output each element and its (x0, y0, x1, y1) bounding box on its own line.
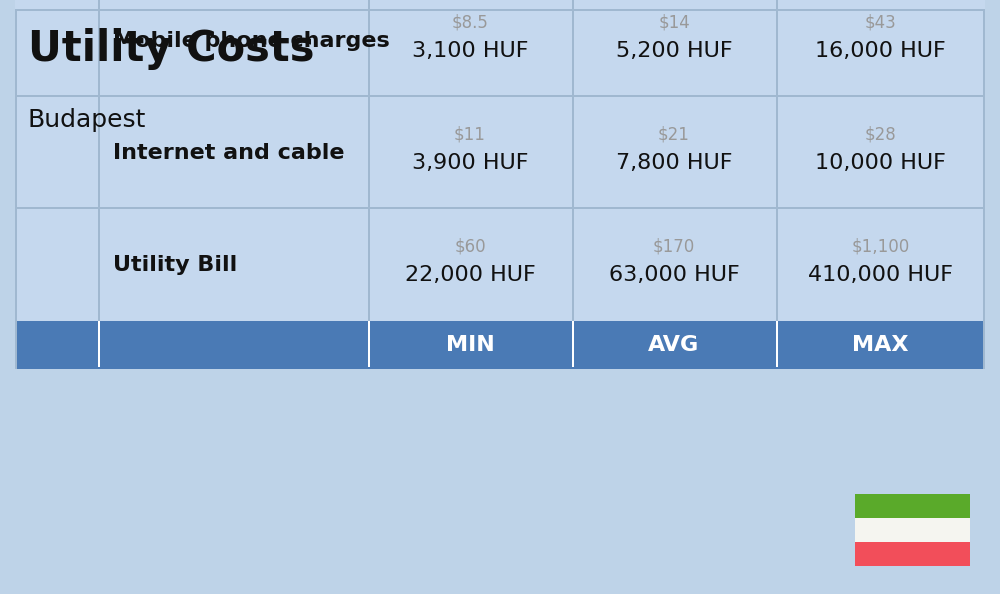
FancyBboxPatch shape (368, 0, 370, 97)
FancyBboxPatch shape (368, 321, 370, 369)
Text: 5,200 HUF: 5,200 HUF (616, 41, 732, 61)
FancyBboxPatch shape (572, 97, 574, 209)
Text: 410,000 HUF: 410,000 HUF (808, 265, 953, 285)
FancyBboxPatch shape (15, 97, 985, 209)
FancyBboxPatch shape (98, 97, 100, 209)
Text: $170: $170 (653, 238, 695, 256)
FancyBboxPatch shape (15, 0, 985, 97)
Text: $14: $14 (658, 14, 690, 32)
Text: 3,900 HUF: 3,900 HUF (412, 153, 528, 173)
FancyBboxPatch shape (15, 209, 985, 321)
Text: 63,000 HUF: 63,000 HUF (609, 265, 739, 285)
Text: $60: $60 (454, 238, 486, 256)
FancyBboxPatch shape (776, 97, 778, 209)
FancyBboxPatch shape (15, 367, 985, 369)
Text: MAX: MAX (852, 335, 909, 355)
FancyBboxPatch shape (15, 207, 985, 209)
FancyBboxPatch shape (98, 321, 100, 369)
FancyBboxPatch shape (368, 97, 370, 209)
FancyBboxPatch shape (572, 321, 574, 369)
Text: 10,000 HUF: 10,000 HUF (815, 153, 946, 173)
Text: 22,000 HUF: 22,000 HUF (405, 265, 535, 285)
Text: AVG: AVG (648, 335, 700, 355)
Text: Utility Bill: Utility Bill (113, 255, 237, 275)
FancyBboxPatch shape (855, 518, 970, 542)
FancyBboxPatch shape (15, 95, 985, 97)
Text: $21: $21 (658, 126, 690, 144)
Text: Budapest: Budapest (28, 108, 146, 132)
FancyBboxPatch shape (776, 209, 778, 321)
Text: Mobile phone charges: Mobile phone charges (113, 31, 390, 51)
Text: 3,100 HUF: 3,100 HUF (412, 41, 528, 61)
Text: $8.5: $8.5 (452, 14, 488, 32)
Text: $11: $11 (454, 126, 486, 144)
FancyBboxPatch shape (776, 0, 778, 97)
Text: $43: $43 (865, 14, 896, 32)
Text: $1,100: $1,100 (851, 238, 910, 256)
FancyBboxPatch shape (776, 321, 778, 369)
Text: Utility Costs: Utility Costs (28, 28, 314, 70)
FancyBboxPatch shape (98, 0, 100, 97)
Text: 7,800 HUF: 7,800 HUF (616, 153, 732, 173)
Text: Internet and cable: Internet and cable (113, 143, 344, 163)
FancyBboxPatch shape (983, 9, 985, 369)
Text: $28: $28 (865, 126, 896, 144)
Text: MIN: MIN (446, 335, 494, 355)
FancyBboxPatch shape (572, 209, 574, 321)
FancyBboxPatch shape (572, 0, 574, 97)
FancyBboxPatch shape (15, 9, 985, 11)
FancyBboxPatch shape (15, 9, 17, 369)
FancyBboxPatch shape (15, 321, 985, 369)
FancyBboxPatch shape (98, 209, 100, 321)
Text: 16,000 HUF: 16,000 HUF (815, 41, 946, 61)
FancyBboxPatch shape (855, 542, 970, 566)
FancyBboxPatch shape (855, 494, 970, 518)
FancyBboxPatch shape (368, 209, 370, 321)
